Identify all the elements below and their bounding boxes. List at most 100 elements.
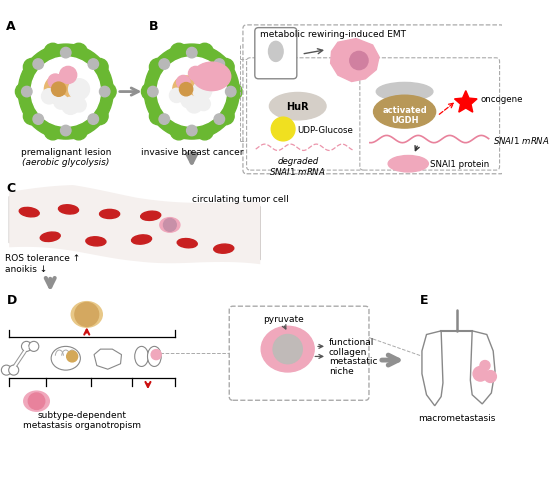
- Circle shape: [150, 60, 167, 76]
- Circle shape: [91, 108, 108, 125]
- Ellipse shape: [261, 326, 314, 372]
- Circle shape: [99, 84, 116, 101]
- Ellipse shape: [100, 210, 120, 219]
- Text: circulating tumor cell: circulating tumor cell: [192, 194, 289, 204]
- Circle shape: [31, 58, 101, 127]
- Circle shape: [179, 84, 192, 96]
- FancyArrowPatch shape: [318, 345, 323, 348]
- Circle shape: [485, 371, 497, 383]
- Circle shape: [144, 45, 239, 140]
- Text: premalignant lesion: premalignant lesion: [20, 148, 111, 157]
- Ellipse shape: [177, 239, 197, 248]
- Circle shape: [91, 60, 108, 76]
- Text: E: E: [420, 294, 428, 307]
- FancyArrowPatch shape: [120, 89, 139, 96]
- Circle shape: [186, 126, 197, 136]
- Circle shape: [45, 76, 73, 104]
- Ellipse shape: [160, 218, 180, 233]
- Circle shape: [473, 367, 488, 381]
- FancyArrowPatch shape: [438, 104, 453, 116]
- Text: UGDH: UGDH: [391, 116, 419, 125]
- Circle shape: [177, 76, 190, 90]
- Ellipse shape: [131, 235, 152, 245]
- Text: degraded: degraded: [277, 157, 318, 166]
- Ellipse shape: [58, 205, 79, 215]
- Circle shape: [147, 87, 158, 97]
- Text: A: A: [7, 20, 16, 33]
- Circle shape: [18, 45, 113, 140]
- Circle shape: [75, 303, 98, 326]
- Text: niche: niche: [329, 366, 354, 375]
- Circle shape: [69, 80, 90, 100]
- Circle shape: [24, 60, 41, 76]
- Circle shape: [42, 90, 57, 105]
- Circle shape: [45, 123, 62, 141]
- FancyArrowPatch shape: [188, 154, 196, 163]
- Circle shape: [271, 118, 295, 142]
- Circle shape: [9, 365, 19, 375]
- Text: anoikis ↓: anoikis ↓: [4, 264, 47, 274]
- Ellipse shape: [268, 42, 283, 62]
- Circle shape: [157, 58, 227, 127]
- Text: UDP-Glucose: UDP-Glucose: [298, 125, 354, 134]
- Ellipse shape: [376, 83, 433, 101]
- Circle shape: [70, 44, 87, 61]
- Ellipse shape: [72, 302, 102, 327]
- Ellipse shape: [388, 156, 428, 173]
- Circle shape: [225, 84, 242, 101]
- Circle shape: [170, 44, 188, 61]
- Circle shape: [151, 350, 161, 360]
- Circle shape: [182, 95, 195, 108]
- Circle shape: [15, 84, 32, 101]
- Text: collagen: collagen: [329, 348, 367, 357]
- Ellipse shape: [141, 212, 161, 221]
- Ellipse shape: [270, 93, 326, 120]
- FancyArrowPatch shape: [282, 325, 286, 329]
- Ellipse shape: [214, 244, 234, 254]
- Circle shape: [217, 60, 234, 76]
- Text: $SNAI1$ mRNA: $SNAI1$ mRNA: [270, 165, 326, 176]
- Ellipse shape: [86, 237, 106, 246]
- Text: metabolic rewiring-induced EMT: metabolic rewiring-induced EMT: [260, 29, 406, 38]
- Text: oncogene: oncogene: [480, 95, 523, 104]
- Circle shape: [52, 83, 66, 97]
- Circle shape: [60, 48, 71, 59]
- FancyArrowPatch shape: [84, 330, 89, 335]
- Circle shape: [169, 89, 184, 103]
- Circle shape: [48, 75, 63, 89]
- Circle shape: [141, 84, 158, 101]
- Circle shape: [186, 48, 197, 59]
- FancyArrowPatch shape: [145, 382, 151, 387]
- Text: macrometastasis: macrometastasis: [418, 413, 496, 422]
- Circle shape: [62, 98, 79, 115]
- Polygon shape: [422, 331, 443, 406]
- Polygon shape: [9, 186, 260, 264]
- Circle shape: [24, 108, 41, 125]
- Circle shape: [196, 44, 213, 61]
- Text: metastatic: metastatic: [329, 356, 377, 365]
- Text: D: D: [7, 294, 16, 307]
- Ellipse shape: [51, 347, 80, 371]
- Text: pyruvate: pyruvate: [263, 315, 304, 324]
- Circle shape: [159, 60, 169, 70]
- FancyBboxPatch shape: [229, 307, 369, 400]
- Ellipse shape: [192, 63, 231, 91]
- Ellipse shape: [147, 347, 161, 367]
- Ellipse shape: [19, 208, 39, 217]
- Circle shape: [45, 44, 62, 61]
- Circle shape: [21, 342, 31, 352]
- FancyBboxPatch shape: [246, 59, 364, 171]
- Circle shape: [163, 219, 176, 232]
- Ellipse shape: [135, 347, 148, 367]
- Polygon shape: [9, 190, 260, 260]
- Circle shape: [60, 126, 71, 136]
- Circle shape: [88, 60, 98, 70]
- FancyBboxPatch shape: [360, 59, 499, 171]
- Circle shape: [192, 82, 212, 101]
- Polygon shape: [454, 92, 477, 113]
- Circle shape: [72, 98, 86, 113]
- Circle shape: [54, 96, 68, 110]
- Polygon shape: [331, 39, 379, 83]
- Text: $SNAI1$ mRNA: $SNAI1$ mRNA: [493, 134, 550, 145]
- Circle shape: [159, 115, 169, 125]
